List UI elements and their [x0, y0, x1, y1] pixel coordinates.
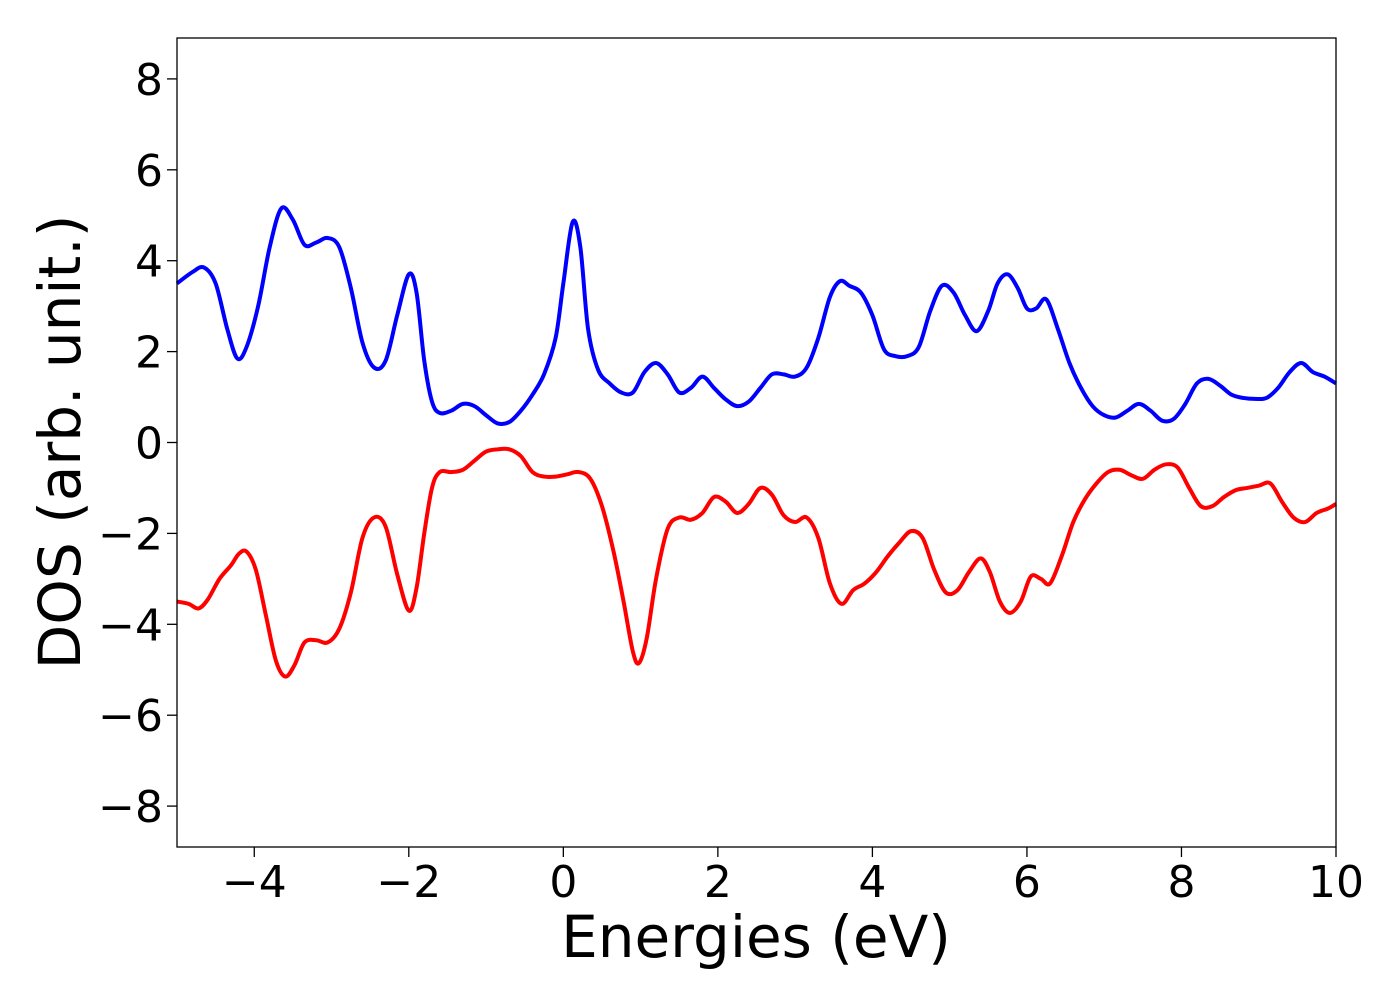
y-axis-ticks: −8 −6 −4 −2 0 2 4 6 8: [98, 55, 177, 833]
x-axis-label: Energies (eV): [561, 903, 951, 971]
y-axis-label: DOS (arb. unit.): [26, 215, 94, 670]
series-line-1: [175, 205, 1338, 427]
x-tick-label: 10: [1308, 857, 1364, 908]
y-tick-label: 8: [135, 55, 163, 106]
y-tick-label: −8: [98, 782, 163, 833]
x-tick-label: 8: [1167, 857, 1195, 908]
x-axis-ticks: −4 −2 0 2 4 6 8 10: [222, 847, 1364, 908]
x-tick-label: 0: [549, 857, 577, 908]
series-line-2: [176, 446, 1338, 679]
series-layer: [175, 205, 1338, 679]
y-tick-label: 0: [135, 419, 163, 470]
y-tick-label: 4: [135, 237, 163, 288]
y-tick-label: −2: [98, 509, 163, 560]
y-tick-label: −4: [98, 600, 163, 651]
x-tick-label: 4: [858, 857, 886, 908]
x-tick-label: 2: [704, 857, 732, 908]
plot-background: [177, 38, 1336, 847]
y-tick-label: −6: [98, 691, 163, 742]
y-tick-label: 2: [135, 328, 163, 379]
x-tick-label: −2: [376, 857, 441, 908]
y-tick-label: 6: [135, 146, 163, 197]
x-tick-label: −4: [222, 857, 287, 908]
x-tick-label: 6: [1013, 857, 1041, 908]
